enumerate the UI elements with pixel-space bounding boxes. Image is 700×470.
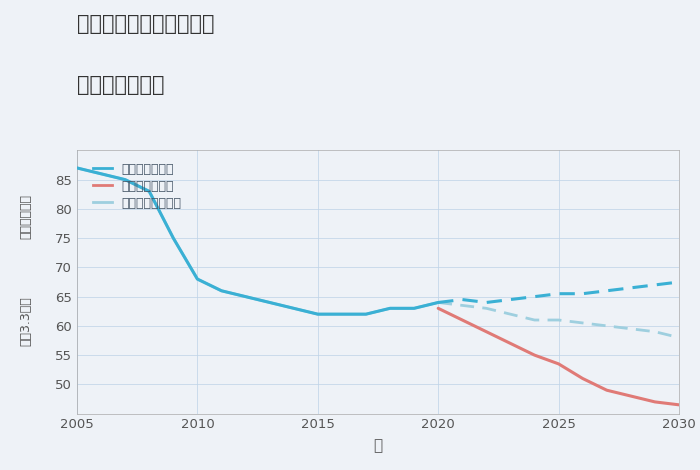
X-axis label: 年: 年 xyxy=(373,439,383,454)
Text: 土地の価格推移: 土地の価格推移 xyxy=(77,75,164,95)
Text: 奈良県奈良市鶴舞西町の: 奈良県奈良市鶴舞西町の xyxy=(77,14,214,34)
Text: 単価（万円）: 単価（万円） xyxy=(20,194,32,239)
Legend: グッドシナリオ, バッドシナリオ, ノーマルシナリオ: グッドシナリオ, バッドシナリオ, ノーマルシナリオ xyxy=(90,159,186,213)
Text: 坪（3.3㎡）: 坪（3.3㎡） xyxy=(20,297,32,346)
